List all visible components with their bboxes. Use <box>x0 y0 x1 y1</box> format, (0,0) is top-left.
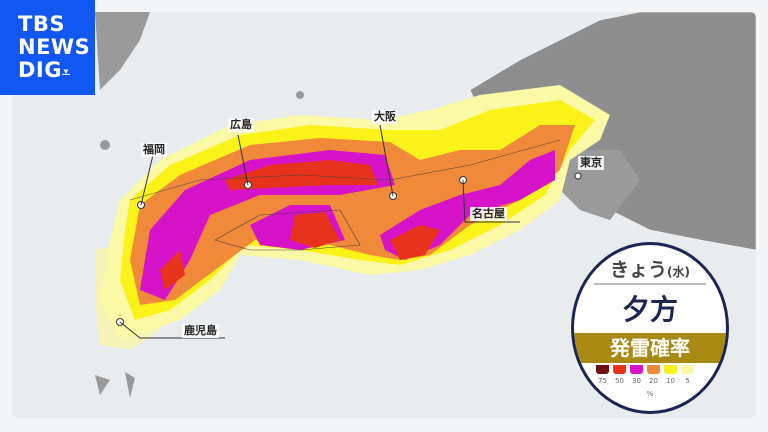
legend-value: 10 <box>666 377 675 385</box>
legend-value: 75 <box>598 377 607 385</box>
land-korea <box>95 12 150 90</box>
forecast-badge: きょう(水) 夕方 発雷確率 75 50 30 20 10 5 % <box>571 242 729 414</box>
city-label-fukuoka: 福岡 <box>141 143 167 157</box>
legend-swatch <box>596 365 609 374</box>
day-text: きょう <box>610 259 668 281</box>
legend-value: 50 <box>615 377 624 385</box>
download-icon: ⩡ <box>61 65 71 81</box>
city-label-tokyo: 東京 <box>578 156 604 170</box>
legend-value: 5 <box>685 377 690 385</box>
zone-50 <box>160 160 440 290</box>
legend-item: 50 <box>613 365 626 385</box>
legend-unit: % <box>646 390 654 398</box>
day-label: きょう(水) <box>574 255 726 282</box>
divider <box>594 283 706 285</box>
logo-text: DIG <box>18 58 62 82</box>
legend-item: 30 <box>630 365 643 385</box>
legend-swatch <box>630 365 643 374</box>
legend-swatch <box>681 365 694 374</box>
logo-line: DIG⩡ <box>18 59 95 85</box>
legend-value: 30 <box>632 377 641 385</box>
map-frame <box>12 12 756 418</box>
legend-title: 発雷確率 <box>574 333 726 363</box>
city-label-nagoya: 名古屋 <box>470 207 507 221</box>
city-label-kagoshima: 鹿児島 <box>182 324 219 338</box>
legend-item: 5 <box>681 365 694 385</box>
legend-value: 20 <box>649 377 658 385</box>
weekday-text: (水) <box>667 265 690 279</box>
logo-line: TBS <box>18 12 65 36</box>
legend-item: 10 <box>664 365 677 385</box>
legend-swatch <box>664 365 677 374</box>
legend-item: 75 <box>596 365 609 385</box>
city-label-hiroshima: 広島 <box>228 118 254 132</box>
legend-swatch <box>613 365 626 374</box>
time-of-day: 夕方 <box>621 293 678 326</box>
city-label-osaka: 大阪 <box>372 110 398 124</box>
tbs-news-dig-logo: TBS NEWS DIG⩡ <box>0 0 95 95</box>
legend: 75 50 30 20 10 5 <box>596 365 694 385</box>
legend-item: 20 <box>647 365 660 385</box>
logo-line: NEWS <box>18 35 91 59</box>
legend-swatch <box>647 365 660 374</box>
thunder-probability-map <box>95 12 756 398</box>
